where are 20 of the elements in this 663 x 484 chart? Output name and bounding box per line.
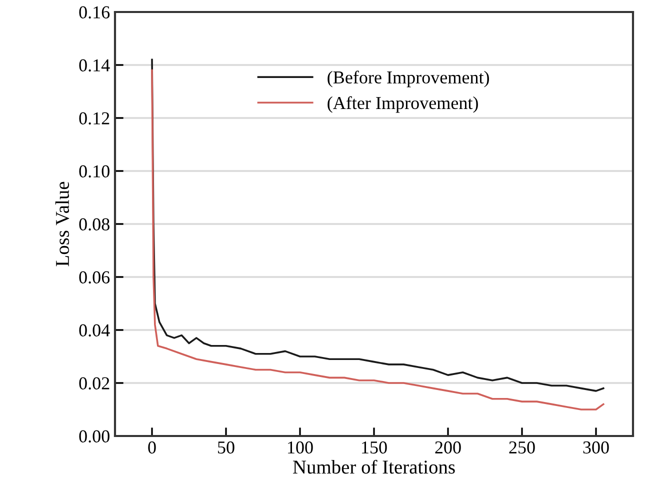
x-tick-label: 200: [435, 441, 461, 454]
x-tick-label: 150: [362, 441, 387, 454]
legend-label: (Before Improvement): [328, 70, 489, 88]
x-tick-label: 0: [148, 441, 156, 454]
y-tick-label: 0.10: [79, 165, 110, 178]
y-tick-label: 0.04: [79, 324, 110, 337]
y-tick-label: 0.14: [79, 59, 110, 72]
x-tick-label: 100: [288, 441, 313, 454]
x-tick-label: 50: [218, 441, 234, 454]
y-tick-label: 0.12: [79, 112, 110, 125]
legend-label: (After Improvement): [328, 96, 478, 113]
y-tick-label: 0.16: [79, 6, 110, 19]
x-axis-title: Number of Iterations: [293, 460, 455, 474]
y-axis-title: Loss Value: [55, 182, 70, 266]
y-tick-label: 0.02: [79, 377, 110, 390]
x-tick-label: 300: [583, 441, 609, 454]
x-tick-label: 250: [509, 441, 535, 454]
y-tick-label: 0.08: [79, 218, 110, 231]
y-tick-label: 0.06: [79, 271, 110, 284]
y-tick-label: 0.00: [79, 430, 110, 443]
